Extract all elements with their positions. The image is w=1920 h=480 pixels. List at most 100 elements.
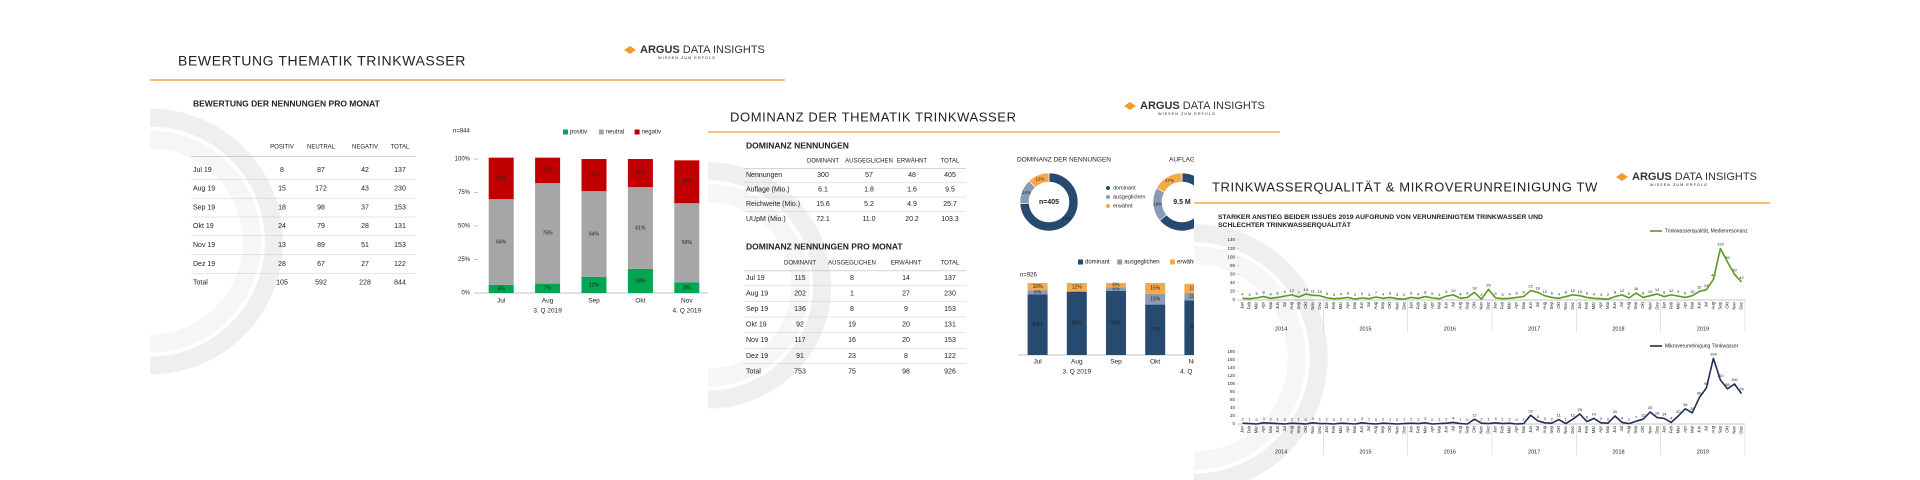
point-label: 1	[1248, 417, 1251, 422]
point-label: 6	[1389, 290, 1392, 295]
segment-label: 19%	[1153, 201, 1162, 206]
month-label: Feb	[1668, 301, 1673, 309]
point-label: 1	[1319, 417, 1322, 422]
point-label: 6	[1466, 290, 1469, 295]
segment-label: 74%	[1062, 216, 1071, 221]
point-label: 12	[1669, 288, 1674, 293]
month-label: Apr	[1345, 301, 1350, 308]
month-label: Apr	[1514, 301, 1519, 308]
row-label: Aug 19	[746, 290, 768, 297]
bar-segment	[535, 183, 561, 284]
table-cell: 92	[796, 322, 804, 329]
point-label: 76	[1739, 387, 1744, 392]
point-label: 4	[1459, 291, 1462, 296]
point-label: 0	[1466, 417, 1469, 422]
column-header: POSITIV	[270, 145, 294, 151]
year-label: 2017	[1528, 449, 1540, 455]
table-cell: 98	[902, 368, 910, 375]
month-label: Jun	[1443, 425, 1448, 433]
year-label: 2015	[1359, 326, 1371, 332]
legend-label: erwähnt	[1113, 203, 1133, 209]
month-label: Jun	[1359, 425, 1364, 433]
bar-segment	[674, 203, 700, 283]
month-label: Jul	[1366, 302, 1371, 308]
row-label: Sep 19	[746, 306, 768, 313]
logo-tagline: WISSEN ZUM ERFOLG	[658, 56, 716, 60]
logo-brand: ARGUS	[1140, 100, 1180, 112]
month-label: Aug	[1373, 301, 1378, 309]
bar-segment	[488, 284, 514, 293]
point-label: 4	[1621, 415, 1624, 420]
month-label: Jul	[1619, 426, 1624, 432]
table-cell: 25.7	[943, 201, 957, 208]
month-label: Okt	[1387, 301, 1392, 308]
table-cell: 153	[394, 204, 406, 211]
month-label: Mai	[1689, 302, 1694, 309]
table-cell: 48	[908, 172, 916, 179]
bar-value-label: 32%	[682, 179, 693, 185]
point-label: 3	[1544, 416, 1547, 421]
month-label: Dez	[1317, 426, 1322, 434]
month-label: Feb	[1331, 301, 1336, 309]
table-cell: 122	[394, 261, 406, 268]
point-label: 5	[1431, 291, 1434, 296]
column-header: ERWÄHNT	[891, 260, 922, 267]
point-label: 20	[1676, 409, 1681, 414]
month-label: Apr	[1429, 425, 1434, 432]
month-label: Apr	[1514, 425, 1519, 432]
month-label: Jul	[1703, 426, 1708, 432]
point-label: 1	[1403, 417, 1406, 422]
bar-segment	[1027, 294, 1048, 355]
table-cell: 1.8	[864, 187, 874, 194]
point-label: 2	[1551, 416, 1554, 421]
slide: TRINKWASSERQUALITÄT & MIKROVERUNREINIGUN…	[1193, 150, 1776, 480]
month-label: Apr	[1682, 301, 1687, 308]
table-cell: 28	[361, 223, 369, 230]
table-cell: 202	[794, 290, 806, 297]
point-label: 120	[1717, 242, 1724, 247]
month-label: Nov	[1732, 425, 1737, 433]
logo-icon	[624, 46, 636, 54]
year-label: 2018	[1612, 449, 1624, 455]
month-label: Feb	[1668, 425, 1673, 433]
month-label: Mär	[1338, 301, 1343, 309]
column-header: NEUTRAL	[307, 145, 336, 151]
point-label: 16	[1634, 286, 1639, 291]
table-cell: 67	[317, 261, 325, 268]
table-cell: 28	[278, 261, 286, 268]
month-label: Dez	[1654, 426, 1659, 434]
column-header: AUSGEGLICHEN	[845, 159, 893, 165]
table-cell: 1.6	[907, 187, 917, 194]
table-cell: 137	[394, 167, 406, 174]
legend-dot	[1106, 186, 1110, 190]
point-label: 2	[1270, 416, 1273, 421]
point-label: 14	[1592, 411, 1597, 416]
legend-label: negativ	[642, 130, 661, 136]
month-label: Jan	[1240, 425, 1245, 433]
month-label: Jan	[1577, 301, 1582, 309]
month-label: Nov	[1732, 301, 1737, 309]
point-label: 12	[1571, 288, 1576, 293]
point-label: 28	[1690, 406, 1695, 411]
slide-arc	[707, 184, 810, 387]
month-label: Sep	[1549, 425, 1554, 433]
point-label: 18	[1535, 285, 1540, 290]
point-label: 12	[1620, 288, 1625, 293]
chart-subtitle: SCHLECHTER TRINKWASSERQUALITÄT	[1218, 221, 1352, 229]
month-label: Aug	[1373, 425, 1378, 433]
column-header: AUSGEGLICHEN	[828, 261, 876, 267]
point-label: 2	[1241, 416, 1244, 421]
month-label: Nov	[1310, 425, 1315, 433]
point-label: 1	[1523, 417, 1526, 422]
legend-label: ausgeglichen	[1124, 260, 1159, 266]
bar-segment	[488, 157, 514, 200]
point-label: 0	[1431, 417, 1434, 422]
month-label: Sep	[1718, 425, 1723, 433]
month-label: Aug	[1289, 301, 1294, 309]
point-label: 24	[1704, 283, 1709, 288]
point-label: 2	[1403, 292, 1406, 297]
month-label: Aug	[1542, 301, 1547, 309]
bar-value-label: 24%	[589, 172, 600, 178]
bar-segment	[1106, 290, 1126, 355]
